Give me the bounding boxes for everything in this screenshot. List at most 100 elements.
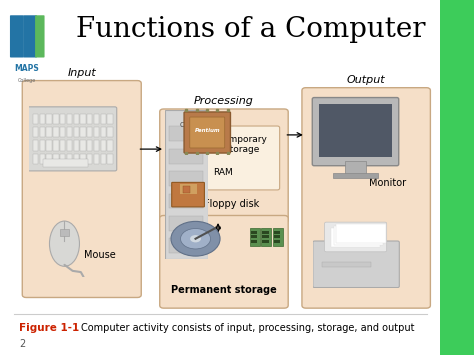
FancyBboxPatch shape: [184, 112, 230, 153]
Bar: [46, 114, 52, 124]
Bar: [67, 114, 72, 124]
Bar: [250, 228, 260, 246]
Bar: [107, 141, 113, 151]
Bar: [33, 114, 38, 124]
Bar: [251, 235, 257, 238]
Bar: [60, 114, 65, 124]
Bar: [80, 154, 86, 164]
Bar: [183, 186, 190, 193]
Bar: [94, 154, 99, 164]
Bar: [345, 162, 366, 177]
Bar: [274, 235, 281, 238]
FancyBboxPatch shape: [206, 126, 280, 190]
Text: Output: Output: [347, 75, 385, 85]
FancyBboxPatch shape: [23, 15, 37, 58]
Bar: [319, 104, 392, 157]
Bar: [33, 141, 38, 151]
Bar: [107, 154, 113, 164]
Bar: [46, 141, 52, 151]
Text: MAPS: MAPS: [14, 64, 39, 73]
Bar: [60, 127, 65, 137]
Text: Temporary
storage: Temporary storage: [219, 135, 267, 154]
Bar: [40, 154, 45, 164]
Bar: [100, 141, 106, 151]
Bar: [169, 171, 203, 186]
Bar: [80, 114, 86, 124]
Text: Floppy disk: Floppy disk: [204, 200, 259, 209]
Text: Monitor: Monitor: [369, 178, 406, 188]
Text: Pentium: Pentium: [195, 128, 220, 133]
Bar: [67, 127, 72, 137]
Bar: [94, 114, 99, 124]
Text: College: College: [18, 78, 36, 83]
Bar: [43, 159, 88, 167]
Bar: [169, 149, 203, 164]
Bar: [67, 154, 72, 164]
Bar: [322, 262, 372, 267]
Bar: [274, 240, 281, 243]
Bar: [261, 228, 271, 246]
FancyBboxPatch shape: [325, 222, 387, 252]
Text: Printer: Printer: [350, 272, 383, 282]
Bar: [94, 127, 99, 137]
Bar: [100, 114, 106, 124]
Bar: [87, 154, 92, 164]
Ellipse shape: [181, 229, 210, 249]
Bar: [73, 154, 79, 164]
FancyBboxPatch shape: [313, 241, 399, 288]
Bar: [440, 0, 474, 355]
Bar: [107, 127, 113, 137]
Bar: [73, 114, 79, 124]
Text: Processing: Processing: [194, 97, 254, 106]
Bar: [169, 238, 203, 253]
Text: CPU: CPU: [179, 122, 193, 128]
Bar: [73, 127, 79, 137]
Bar: [251, 240, 257, 243]
Text: Figure 1-1: Figure 1-1: [19, 323, 79, 333]
Text: Hard
drive: Hard drive: [166, 232, 191, 253]
Bar: [33, 154, 38, 164]
Bar: [53, 154, 59, 164]
Text: Computer activity consists of input, processing, storage, and output: Computer activity consists of input, pro…: [81, 323, 414, 333]
FancyBboxPatch shape: [172, 182, 204, 207]
Bar: [333, 173, 378, 178]
FancyBboxPatch shape: [312, 98, 399, 166]
Bar: [180, 184, 197, 195]
Bar: [40, 127, 45, 137]
Bar: [46, 127, 52, 137]
Bar: [53, 141, 59, 151]
Bar: [334, 226, 383, 245]
Bar: [40, 114, 45, 124]
Text: Keyboard: Keyboard: [45, 144, 91, 154]
FancyBboxPatch shape: [302, 88, 430, 308]
Ellipse shape: [190, 235, 201, 242]
Bar: [73, 141, 79, 151]
Text: Mouse: Mouse: [84, 250, 116, 260]
Text: RAM: RAM: [213, 168, 233, 177]
Text: Input: Input: [67, 68, 96, 78]
Bar: [53, 114, 59, 124]
Bar: [87, 141, 92, 151]
Text: Permanent storage: Permanent storage: [171, 285, 277, 295]
FancyBboxPatch shape: [160, 109, 288, 223]
Bar: [107, 114, 113, 124]
FancyBboxPatch shape: [190, 117, 225, 148]
Bar: [80, 127, 86, 137]
Bar: [80, 141, 86, 151]
Bar: [273, 228, 283, 246]
Bar: [46, 154, 52, 164]
FancyBboxPatch shape: [10, 15, 24, 58]
Bar: [53, 127, 59, 137]
Bar: [40, 141, 45, 151]
Bar: [60, 141, 65, 151]
Bar: [67, 141, 72, 151]
FancyBboxPatch shape: [27, 107, 117, 171]
Bar: [87, 114, 92, 124]
Ellipse shape: [171, 222, 220, 256]
FancyBboxPatch shape: [160, 215, 288, 308]
Bar: [262, 231, 269, 234]
Bar: [169, 193, 203, 208]
Bar: [100, 154, 106, 164]
Bar: [169, 126, 203, 141]
Bar: [60, 154, 65, 164]
